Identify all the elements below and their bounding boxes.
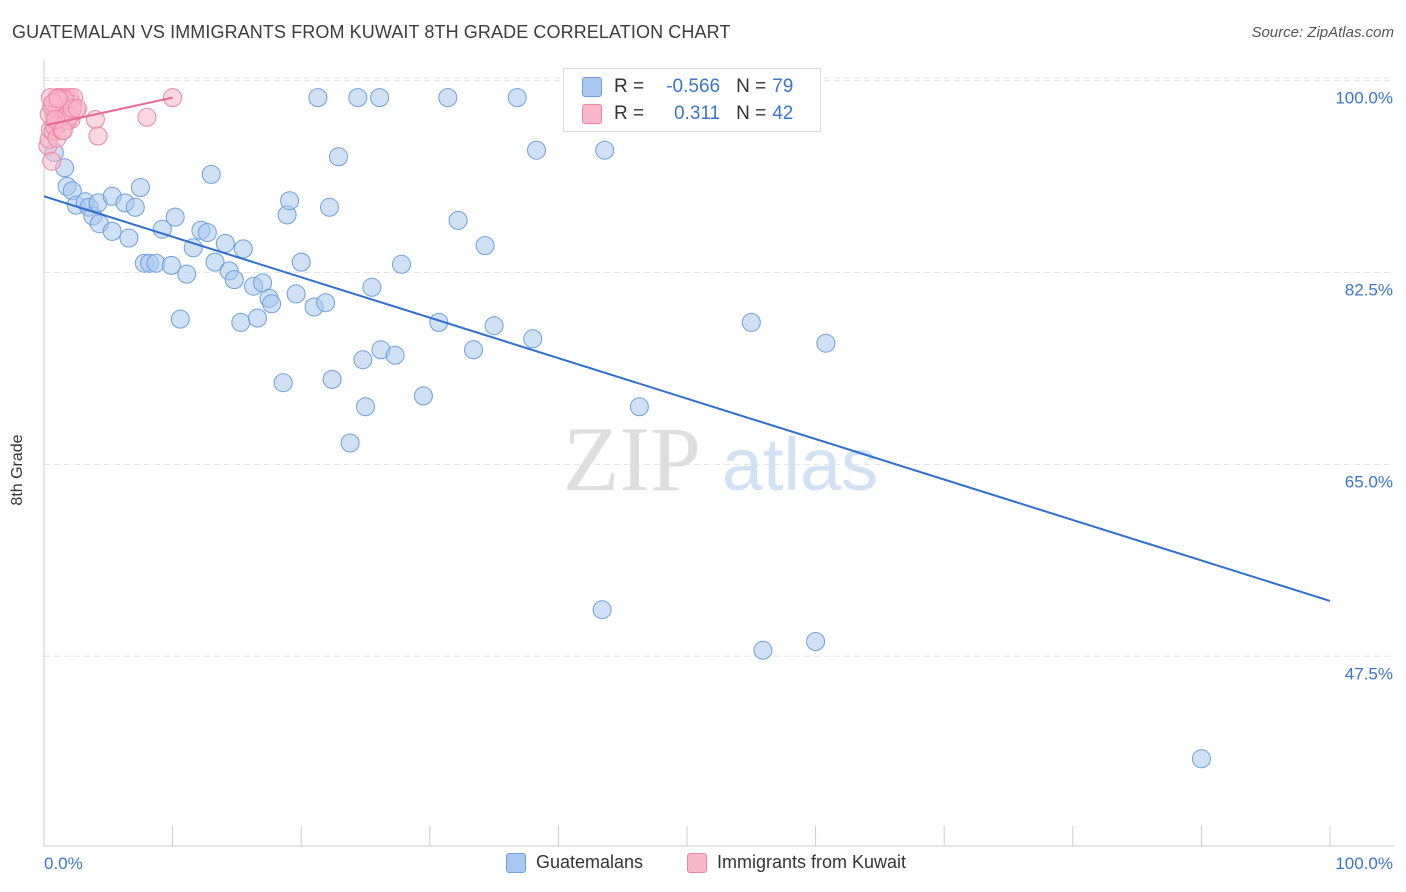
data-point-guatemalans: [507, 88, 527, 108]
legend-row-guatemalans: R = -0.566 N = 79: [582, 75, 793, 99]
data-point-guatemalans: [329, 147, 348, 167]
data-point-guatemalans: [170, 309, 190, 329]
data-point-guatemalans: [308, 88, 328, 108]
data-point-guatemalans: [130, 178, 150, 197]
trend-lines: [43, 96, 1331, 602]
data-point-guatemalans: [248, 308, 267, 328]
series-legend: Guatemalans Immigrants from Kuwait: [0, 852, 1406, 876]
data-point-guatemalans: [340, 433, 360, 453]
data-point-guatemalans: [177, 264, 197, 284]
data-point-guatemalans: [125, 197, 145, 217]
data-point-guatemalans: [273, 373, 293, 393]
data-point-guatemalans: [322, 369, 342, 389]
legend-r-label: R =: [614, 103, 645, 124]
legend-n-label: N =: [736, 103, 767, 124]
data-point-kuwait: [137, 107, 157, 127]
data-point-guatemalans: [527, 140, 546, 160]
legend-item-kuwait: Immigrants from Kuwait: [687, 852, 906, 873]
data-point-guatemalans: [475, 236, 495, 256]
data-point-guatemalans: [224, 270, 244, 290]
data-point-guatemalans: [291, 252, 311, 272]
data-point-guatemalans: [523, 329, 543, 349]
data-point-guatemalans: [320, 197, 339, 217]
data-point-guatemalans: [1191, 749, 1211, 769]
legend-item-guatemalans: Guatemalans: [506, 852, 643, 873]
data-point-guatemalans: [205, 252, 225, 272]
watermark: ZIP atlas: [563, 408, 878, 510]
x-tick-label-1: 100.0%: [1335, 854, 1393, 873]
legend-n-value: 42: [772, 103, 794, 124]
data-point-kuwait: [42, 151, 62, 171]
data-point-guatemalans: [201, 164, 221, 184]
data-point-guatemalans: [741, 312, 761, 332]
data-point-guatemalans: [286, 284, 306, 304]
y-tick-label-0: 100.0%: [1335, 89, 1393, 108]
data-point-guatemalans: [595, 140, 615, 160]
data-point-guatemalans: [161, 255, 181, 275]
legend-r-value: 0.311: [673, 103, 721, 124]
data-point-guatemalans: [165, 207, 185, 227]
source-label: Source: ZipAtlas.com: [1251, 24, 1394, 41]
data-point-guatemalans: [119, 228, 139, 248]
stats-legend: R = -0.566 N = 79 R = 0.311 N = 42: [563, 68, 821, 132]
data-point-guatemalans: [816, 333, 836, 353]
x-tick-label-0: 0.0%: [44, 854, 83, 873]
legend-label-guatemalans: Guatemalans: [536, 852, 644, 872]
legend-swatch-guatemalans: [582, 77, 602, 97]
data-point-guatemalans: [362, 277, 382, 297]
data-point-guatemalans: [484, 316, 504, 336]
data-point-guatemalans: [448, 210, 468, 230]
data-point-guatemalans: [370, 88, 390, 108]
axes: [43, 60, 1394, 847]
legend-n-label: N =: [736, 76, 767, 97]
tick-labels: 100.0% 82.5% 65.0% 47.5% 0.0% 100.0%: [44, 89, 1393, 873]
legend-swatch-kuwait: [582, 104, 602, 124]
watermark-atlas: atlas: [722, 423, 878, 506]
data-point-kuwait: [53, 121, 73, 140]
y-axis-label: 8th Grade: [9, 434, 26, 506]
grid-lines: [44, 77, 1394, 657]
data-point-guatemalans: [280, 191, 300, 211]
data-point-guatemalans: [392, 254, 411, 274]
trend-line-guatemalans: [43, 195, 1331, 602]
legend-r-label: R =: [614, 76, 645, 97]
data-point-guatemalans: [356, 397, 375, 417]
y-tick-label-2: 65.0%: [1345, 472, 1393, 491]
data-point-guatemalans: [152, 219, 172, 239]
data-point-kuwait: [48, 89, 68, 109]
data-point-guatemalans: [215, 233, 235, 253]
data-point-guatemalans: [806, 632, 826, 651]
data-point-guatemalans: [316, 293, 336, 313]
y-tick-label-3: 47.5%: [1345, 664, 1393, 683]
data-point-guatemalans: [233, 239, 253, 259]
data-point-guatemalans: [348, 88, 368, 108]
legend-n-value: 79: [772, 76, 794, 97]
data-point-guatemalans: [592, 600, 612, 620]
data-point-guatemalans: [385, 345, 405, 365]
data-point-guatemalans: [753, 640, 773, 660]
data-point-guatemalans: [231, 312, 251, 332]
y-tick-label-1: 82.5%: [1345, 281, 1393, 300]
data-point-guatemalans: [413, 386, 433, 406]
data-points: [38, 88, 1211, 769]
watermark-zip: ZIP: [563, 408, 701, 510]
chart-title: GUATEMALAN VS IMMIGRANTS FROM KUWAIT 8TH…: [12, 22, 731, 42]
legend-swatch-guatemalans: [506, 852, 526, 873]
data-point-kuwait: [67, 99, 87, 119]
data-point-kuwait: [88, 126, 108, 146]
data-point-guatemalans: [464, 340, 483, 360]
legend-label-kuwait: Immigrants from Kuwait: [717, 852, 907, 872]
trend-line-kuwait: [46, 96, 173, 126]
data-point-guatemalans: [438, 88, 458, 108]
legend-swatch-kuwait: [687, 852, 707, 873]
data-point-guatemalans: [629, 397, 649, 417]
data-point-guatemalans: [262, 294, 282, 314]
data-point-guatemalans: [102, 221, 122, 241]
legend-r-value: -0.566: [666, 76, 721, 97]
data-point-guatemalans: [183, 238, 203, 258]
legend-row-kuwait: R = 0.311 N = 42: [582, 102, 793, 126]
data-point-guatemalans: [353, 350, 373, 370]
data-point-guatemalans: [197, 223, 217, 242]
